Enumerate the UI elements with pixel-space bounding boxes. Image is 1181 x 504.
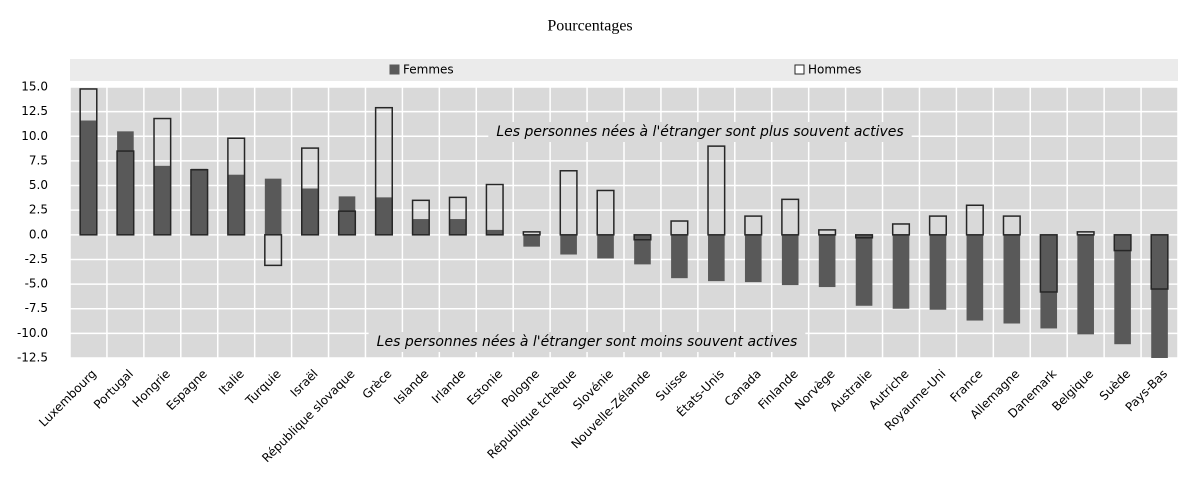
x-tick-label: Turquie bbox=[242, 367, 284, 409]
bar bbox=[560, 234, 577, 255]
bar bbox=[707, 145, 726, 236]
bar bbox=[1003, 234, 1021, 324]
bar bbox=[708, 234, 725, 282]
y-tick-label: 2.5 bbox=[29, 203, 48, 217]
bar bbox=[412, 219, 430, 235]
bar bbox=[1040, 234, 1058, 329]
bar bbox=[190, 169, 209, 236]
x-tick-label: Suède bbox=[1097, 367, 1133, 403]
annotation: Les personnes nées à l'étranger sont plu… bbox=[496, 124, 903, 140]
annotation-bg bbox=[488, 122, 912, 142]
x-tick-label: Luxembourg bbox=[36, 367, 99, 430]
bar bbox=[523, 234, 540, 247]
x-tick-label: Grèce bbox=[360, 367, 395, 402]
bar bbox=[966, 234, 984, 321]
bar bbox=[301, 188, 319, 235]
bar bbox=[190, 168, 208, 235]
bar bbox=[633, 234, 652, 241]
bar bbox=[485, 183, 504, 236]
bar bbox=[891, 223, 911, 236]
bar bbox=[855, 234, 873, 306]
bar bbox=[1076, 231, 1095, 236]
legend-label: Hommes bbox=[808, 63, 861, 77]
x-tick-label: Portugal bbox=[91, 367, 136, 412]
bar bbox=[597, 234, 614, 259]
bar bbox=[227, 137, 246, 236]
annotation-bg bbox=[368, 332, 806, 352]
chart-title: Pourcentages bbox=[547, 18, 632, 35]
x-tick-label: Irlande bbox=[429, 367, 468, 406]
bar bbox=[449, 219, 467, 235]
x-tick-label: Islande bbox=[391, 367, 431, 407]
y-tick-label: 12.5 bbox=[21, 104, 48, 118]
y-tick-label: 5.0 bbox=[29, 178, 48, 192]
bar bbox=[80, 120, 97, 235]
bar bbox=[818, 234, 836, 288]
y-tick-label: 0.0 bbox=[29, 227, 48, 241]
bar bbox=[781, 234, 799, 286]
legend bbox=[70, 59, 1178, 81]
bar bbox=[374, 106, 393, 236]
bar bbox=[1150, 234, 1169, 290]
y-tick-label: -7.5 bbox=[25, 301, 48, 315]
legend-label: Femmes bbox=[403, 63, 454, 77]
bar bbox=[154, 165, 171, 235]
bar bbox=[301, 147, 320, 236]
x-tick-label: Espagne bbox=[164, 367, 210, 413]
bar bbox=[375, 197, 393, 235]
bar bbox=[117, 131, 134, 235]
bar bbox=[671, 234, 688, 279]
bar bbox=[596, 189, 615, 236]
y-tick-label: 7.5 bbox=[29, 153, 48, 167]
y-tick-label: -12.5 bbox=[17, 351, 48, 365]
annotation: Les personnes nées à l'étranger sont moi… bbox=[377, 334, 798, 350]
bar bbox=[855, 234, 874, 239]
bar bbox=[781, 198, 800, 236]
bar bbox=[929, 234, 947, 310]
x-tick-label: Israël bbox=[288, 367, 321, 400]
bar bbox=[153, 117, 172, 236]
bar bbox=[1113, 234, 1132, 252]
bar bbox=[411, 199, 430, 236]
bar bbox=[227, 174, 245, 235]
legend-swatch bbox=[389, 64, 400, 75]
y-tick-label: -10.0 bbox=[17, 326, 48, 340]
bar bbox=[744, 215, 763, 236]
x-tick-label: Italie bbox=[216, 367, 247, 398]
y-tick-label: 15.0 bbox=[21, 80, 48, 94]
bar bbox=[1114, 234, 1131, 345]
bar bbox=[1151, 234, 1168, 358]
bar bbox=[634, 234, 651, 265]
bar bbox=[337, 210, 357, 236]
bar bbox=[1039, 234, 1058, 293]
y-tick-label: -2.5 bbox=[25, 252, 48, 266]
bar bbox=[744, 234, 762, 283]
y-tick-label: 10.0 bbox=[21, 129, 48, 143]
bar bbox=[559, 170, 578, 236]
bar bbox=[264, 178, 282, 235]
bar bbox=[264, 234, 283, 267]
bar bbox=[670, 220, 689, 236]
bar bbox=[1002, 215, 1021, 236]
bar bbox=[338, 196, 356, 235]
bar bbox=[522, 231, 541, 236]
bar bbox=[818, 229, 837, 236]
bar bbox=[448, 196, 467, 236]
bar bbox=[892, 234, 910, 309]
bar bbox=[116, 150, 135, 236]
bar bbox=[928, 215, 947, 236]
bar bbox=[79, 88, 98, 236]
bar bbox=[486, 229, 504, 235]
bar bbox=[965, 204, 984, 236]
y-tick-label: -5.0 bbox=[25, 277, 48, 291]
bar bbox=[1077, 234, 1094, 335]
legend-swatch bbox=[794, 64, 805, 75]
